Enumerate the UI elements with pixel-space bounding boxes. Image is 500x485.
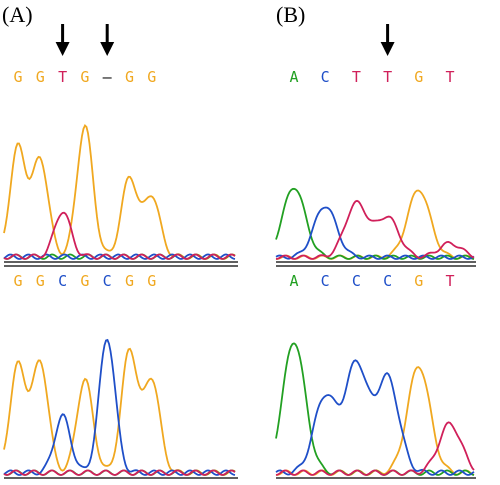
top-base-letter: C	[321, 68, 330, 86]
trace-upper-t	[3, 211, 236, 260]
trace-lower-t	[275, 421, 475, 476]
top-base-letter: T	[445, 68, 454, 86]
bottom-base-letter: C	[103, 272, 112, 290]
trace-upper-t	[275, 199, 475, 260]
panel-label-b: (B)	[276, 2, 305, 27]
mutation-arrow-icon	[100, 24, 115, 56]
top-base-letter: G	[147, 68, 156, 86]
top-base-letter: G	[13, 68, 22, 86]
mutation-arrow-icon	[55, 24, 70, 56]
top-base-letter: G	[125, 68, 134, 86]
bottom-base-letter: T	[445, 272, 454, 290]
trace-upper-c	[275, 206, 475, 260]
bottom-base-letter: G	[13, 272, 22, 290]
trace-lower-a	[275, 342, 475, 476]
top-base-letter: A	[289, 68, 298, 86]
trace-lower-t	[3, 469, 236, 476]
top-base-letter: G	[80, 68, 89, 86]
mutation-arrow-icon	[380, 24, 395, 56]
bottom-base-letter: G	[125, 272, 134, 290]
bottom-base-letter: G	[80, 272, 89, 290]
panel-b: A C T T G T A C C C G T	[275, 24, 476, 479]
panel-label-a: (A)	[2, 2, 33, 27]
panel-a: G G T G – G GG G C G C G G	[3, 24, 238, 479]
bottom-base-letter: G	[36, 272, 45, 290]
top-base-letter: G	[36, 68, 45, 86]
trace-upper-g	[3, 123, 236, 260]
top-base-letter: T	[352, 68, 361, 86]
trace-lower-c	[3, 338, 236, 476]
top-base-letter: –	[103, 68, 113, 86]
bottom-base-letter: C	[321, 272, 330, 290]
bottom-base-letter: G	[147, 272, 156, 290]
trace-upper-a	[275, 187, 475, 260]
top-base-letter: G	[414, 68, 423, 86]
trace-lower-c	[275, 359, 475, 476]
bottom-base-letter: C	[58, 272, 67, 290]
bottom-base-letter: G	[414, 272, 423, 290]
top-base-letter: T	[58, 68, 67, 86]
bottom-base-letter: A	[289, 272, 298, 290]
bottom-base-letter: C	[352, 272, 361, 290]
top-base-letter: T	[383, 68, 392, 86]
trace-lower-g	[3, 347, 236, 476]
bottom-base-letter: C	[383, 272, 392, 290]
